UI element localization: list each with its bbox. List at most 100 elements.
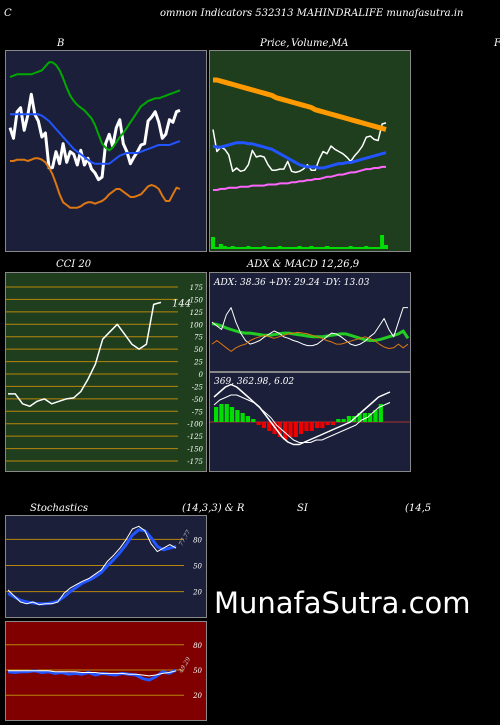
macd-histogram-bar [277, 422, 282, 437]
rsi-value-label: 49.29 [177, 656, 192, 675]
macd-histogram-bar [214, 407, 219, 422]
volume-bar [222, 246, 227, 249]
macd-histogram-bar [330, 422, 336, 425]
volume-bar [242, 247, 247, 249]
volume-bar [336, 247, 341, 249]
macd-histogram-bar [261, 422, 267, 428]
macd-histogram-bar [362, 413, 367, 422]
p-bb-svg [8, 61, 181, 209]
stoch-tick-label: 50 [193, 563, 202, 571]
header-title: ommon Indicators 532313 MAHINDRALIFE mun… [160, 8, 464, 19]
volume-bar [230, 246, 235, 249]
stoch-title: Stochastics [30, 503, 88, 514]
macd-histogram-bar [357, 413, 362, 422]
rsi-title: SI [297, 503, 308, 514]
volume-bar [273, 247, 278, 249]
volume-bar [372, 247, 377, 249]
cci-tick-label: 175 [190, 284, 204, 292]
volume-bar [254, 247, 259, 249]
stoch-tick-label: 80 [193, 536, 202, 544]
bb-series-1 [10, 113, 181, 165]
rsi-smooth-line [8, 670, 177, 677]
volume-bar [277, 246, 282, 249]
volume-bar [364, 246, 369, 249]
volume-bar [317, 247, 322, 249]
volume-bar [325, 246, 330, 249]
volume-bar [226, 247, 231, 249]
volume-bar [258, 247, 263, 249]
volume-bar [246, 246, 251, 249]
macd-histogram-bar [219, 404, 224, 422]
volume-bar [313, 247, 318, 249]
cci-value-label: 144 [172, 298, 191, 309]
macd-histogram-bar [341, 419, 346, 422]
cci-tick-label: 25 [193, 359, 203, 367]
volume-bar [238, 247, 243, 249]
cci-tick-label: 75 [194, 334, 203, 342]
volume-bar [344, 247, 349, 249]
price-title-c: MA [331, 38, 349, 49]
volume-bar [305, 247, 310, 249]
volume-bar [321, 247, 326, 249]
macd-histogram-bar [304, 422, 309, 431]
volume-bar [281, 247, 286, 249]
cci-tick-label: -150 [187, 446, 203, 454]
volume-bar [262, 246, 267, 249]
rsi-tick-label: 50 [193, 667, 202, 675]
p-price-svg [211, 77, 388, 249]
macd-histogram-bar [224, 404, 229, 422]
macd-histogram-bar [314, 422, 320, 428]
macd-histogram-bar [267, 422, 272, 431]
p-adx-svg: ADX: 38.36 +DY: 29.24 -DY: 13.03 [211, 278, 410, 352]
volume-bar [218, 244, 223, 249]
volume-bar [289, 247, 294, 249]
volume-bar [384, 245, 388, 249]
volume-bar [380, 235, 385, 249]
stoch-tick-label: 20 [192, 589, 202, 597]
macd-histogram-bar [293, 422, 298, 437]
cci-tick-label: 125 [190, 309, 204, 317]
volume-bar [340, 247, 345, 249]
watermark: MunafaSutra.com [214, 586, 471, 620]
stoch-params: (14,3,3) & R [182, 503, 245, 514]
volume-bar [309, 246, 314, 249]
price-title-a: Price, [260, 38, 290, 49]
macd-histogram-bar [256, 422, 261, 425]
volume-bar [301, 247, 306, 249]
bb-series-2 [9, 61, 181, 152]
macd-histogram-bar [368, 413, 373, 422]
volume-bar [332, 247, 337, 249]
macd-histogram-bar [336, 419, 341, 422]
cci-tick-label: -25 [192, 383, 204, 391]
cci-tick-label: -100 [187, 421, 203, 429]
macd-histogram-bar [378, 404, 383, 422]
macd-values-label: 369, 362.98, 6.02 [214, 377, 294, 387]
volume-bar [266, 247, 271, 249]
rsi-tick-label: 80 [193, 642, 202, 650]
volume-bar [211, 237, 215, 249]
macd-histogram-bar [309, 422, 314, 431]
macd-histogram-bar [235, 410, 240, 422]
adx-values-label: ADX: 38.36 +DY: 29.24 -DY: 13.03 [213, 278, 370, 288]
bb-series-3 [10, 157, 181, 209]
cci-tick-label: 0 [199, 371, 204, 379]
macd-histogram-bar [283, 422, 288, 440]
volume-bar [297, 246, 302, 249]
cci-tick-label: 150 [190, 296, 204, 304]
volume-bar [234, 247, 239, 249]
cci-tick-label: -50 [192, 396, 204, 404]
adx-series-0 [211, 322, 410, 342]
price-series-3 [213, 165, 386, 191]
header-left-letter: C [4, 8, 12, 19]
cci-title: CCI 20 [56, 259, 92, 270]
macd-panel: 369, 362.98, 6.02 [209, 372, 411, 472]
macd-histogram-bar [325, 422, 330, 425]
volume-bar [250, 247, 255, 249]
macd-histogram-bar [346, 416, 352, 422]
bb-series-0 [8, 92, 181, 182]
stochastics-panel: 80 50 20 77.77 [5, 515, 207, 618]
p-macd-svg: 369, 362.98, 6.02 [210, 377, 410, 446]
bb-title: B [57, 38, 65, 49]
macd-histogram-bar [299, 422, 304, 434]
stoch-d-line [7, 528, 177, 606]
